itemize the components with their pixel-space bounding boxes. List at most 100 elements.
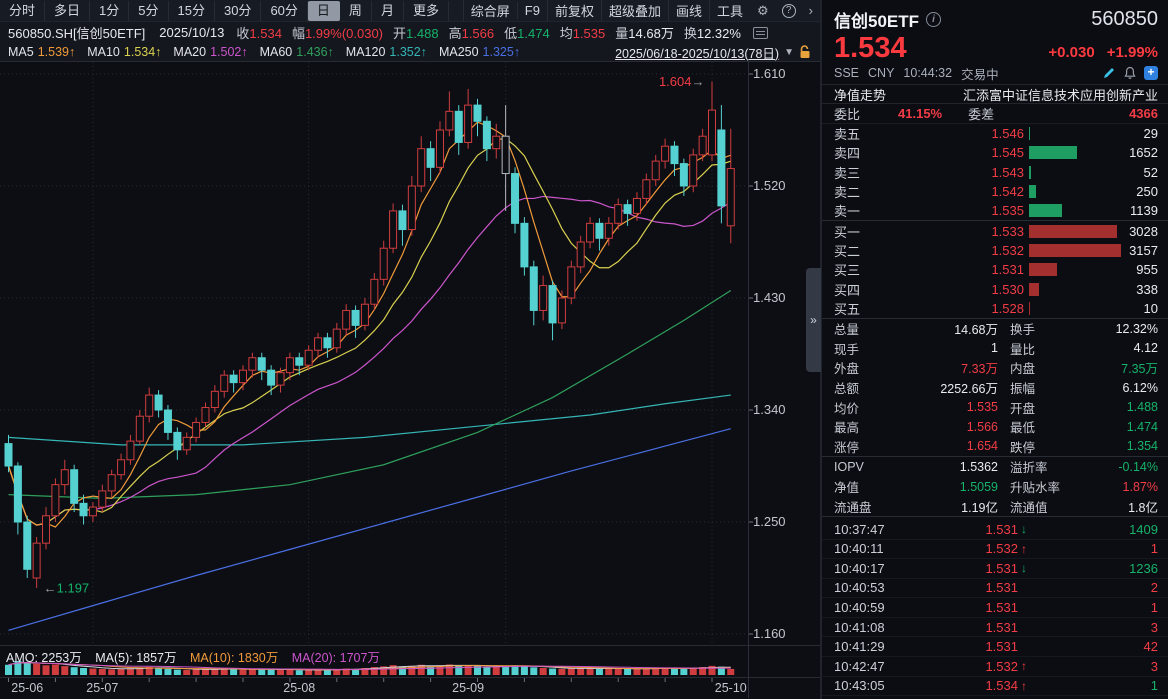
tab-60分[interactable]: 60分 bbox=[261, 0, 308, 21]
currency-label: CNY bbox=[868, 66, 895, 80]
ask-label: 卖一 bbox=[834, 204, 861, 220]
ma-ma10: MA10 1.534↑ bbox=[87, 45, 161, 59]
commission-ratio-row: 委比 41.15% 委差 4366 bbox=[822, 104, 1168, 124]
nav-trend-tab[interactable]: 净值走势 bbox=[834, 87, 887, 103]
ask-bar bbox=[1029, 146, 1077, 160]
ask-volume: 250 bbox=[1136, 184, 1158, 200]
date-range-label: 2025/06/18-2025/10/13(78日) bbox=[615, 46, 780, 61]
ask-row[interactable]: 卖一 1.535 1139 bbox=[822, 201, 1168, 220]
time-tick-label: 25-07 bbox=[86, 681, 119, 695]
amo-ma5: MA(5): 1857万 bbox=[95, 651, 177, 665]
bid-barzone: 10 bbox=[1029, 301, 1158, 316]
stat-label: IOPV bbox=[834, 459, 864, 474]
bid-barzone: 3028 bbox=[1029, 224, 1158, 239]
tick-price: 1.531 bbox=[985, 521, 1018, 537]
bid-row[interactable]: 买一 1.533 3028 bbox=[822, 221, 1168, 240]
tick-volume: 3 bbox=[1150, 619, 1158, 635]
stat-value: 1.5362 bbox=[959, 459, 998, 474]
tab-分时[interactable]: 分时 bbox=[0, 0, 46, 21]
settings-gear-icon[interactable]: ⚙ bbox=[757, 2, 769, 18]
tab-多日[interactable]: 多日 bbox=[45, 0, 91, 21]
bid-row[interactable]: 买五 1.528 10 bbox=[822, 299, 1168, 318]
field-value: 14.68万 bbox=[628, 26, 674, 41]
stat-label: 跌停 bbox=[1010, 440, 1036, 455]
toolbar-item-前复权[interactable]: 前复权 bbox=[546, 0, 601, 21]
toolbar-item-工具[interactable]: 工具 bbox=[708, 0, 750, 21]
tick-row: 10:41:08 1.531 3 bbox=[822, 618, 1168, 638]
last-price: 1.534 bbox=[834, 32, 907, 64]
ask-label: 卖二 bbox=[834, 185, 861, 201]
ma-value: 1.502↑ bbox=[210, 45, 248, 59]
field-换: 换12.32% bbox=[684, 23, 741, 42]
bid-bar bbox=[1029, 224, 1117, 238]
stat-label: 升贴水率 bbox=[1010, 481, 1061, 496]
bid-row[interactable]: 买二 1.532 3157 bbox=[822, 241, 1168, 260]
toolbar-item-综合屏[interactable]: 综合屏 bbox=[462, 0, 517, 21]
tick-price: 1.532 bbox=[985, 541, 1018, 557]
fund-name-link[interactable]: 汇添富中证信息技术应用创新产业 bbox=[962, 87, 1158, 103]
tab-5分[interactable]: 5分 bbox=[129, 0, 169, 21]
tab-1分[interactable]: 1分 bbox=[90, 0, 130, 21]
stat-value: 4.12 bbox=[1133, 341, 1158, 356]
symbol-label: 560850.SH[信创50ETF] bbox=[8, 26, 146, 41]
bid-row[interactable]: 买三 1.531 955 bbox=[822, 260, 1168, 279]
alert-bell-icon[interactable] bbox=[1123, 66, 1137, 80]
amo-volume-pane[interactable]: AMO: 2253万 MA(5): 1857万 MA(10): 1830万 MA… bbox=[0, 645, 820, 678]
tab-日[interactable]: 日 bbox=[307, 0, 340, 21]
add-to-watchlist-icon[interactable]: + bbox=[1144, 66, 1158, 80]
toolbar-item-画线[interactable]: 画线 bbox=[667, 0, 709, 21]
tick-time: 10:40:53 bbox=[834, 580, 885, 596]
tick-list[interactable]: 10:37:47 1.531 ↓ 1409 10:40:11 1.532 ↑ 1 10:40:1… bbox=[822, 517, 1168, 697]
candlestick-chart[interactable]: ←1.197 1.604→ 1.610 1.520 1.430 1.340 1.250 1.… bbox=[0, 62, 820, 645]
chevron-right-icon[interactable]: › bbox=[808, 3, 813, 18]
help-icon[interactable]: ? bbox=[781, 3, 796, 18]
edit-pencil-icon[interactable] bbox=[1102, 66, 1116, 80]
weibi-value: 41.15% bbox=[898, 106, 943, 121]
bid-price: 1.531 bbox=[991, 262, 1024, 278]
tick-price: 1.531 bbox=[985, 619, 1018, 635]
stat-label: 外盘 bbox=[834, 362, 860, 377]
field-value: 1.534 bbox=[249, 26, 282, 41]
tick-price: 1.531 bbox=[985, 560, 1018, 576]
tab-周[interactable]: 周 bbox=[340, 0, 372, 21]
stat-row: 均价 1.535 开盘 1.488 bbox=[822, 397, 1168, 417]
tab-更多[interactable]: 更多 bbox=[404, 0, 449, 21]
ask-row[interactable]: 卖三 1.543 52 bbox=[822, 163, 1168, 182]
info-icon[interactable]: i bbox=[926, 12, 942, 27]
bid-bar bbox=[1029, 301, 1030, 315]
ma-ma250: MA250 1.325↑ bbox=[439, 45, 520, 59]
ma-label: MA20 bbox=[173, 45, 207, 59]
field-label: 低 bbox=[504, 26, 518, 41]
stats-group-2: IOPV 1.5362 溢折率 -0.14% 净值 1.5059 升贴水率 1.87% 流通盘 1… bbox=[822, 457, 1168, 517]
ask-volume: 52 bbox=[1143, 164, 1158, 180]
tab-30分[interactable]: 30分 bbox=[215, 0, 262, 21]
stat-value: 1.19亿 bbox=[961, 500, 998, 515]
price-tick-label: 1.520 bbox=[753, 177, 786, 193]
tab-月[interactable]: 月 bbox=[372, 0, 404, 21]
kline-svg[interactable]: ←1.197 1.604→ bbox=[0, 62, 820, 645]
ask-row[interactable]: 卖四 1.545 1652 bbox=[822, 143, 1168, 162]
ask-row[interactable]: 卖五 1.546 29 bbox=[822, 124, 1168, 143]
up-arrow-icon: ↑ bbox=[1021, 659, 1027, 674]
field-均: 均1.535 bbox=[560, 23, 606, 42]
tick-time: 10:37:47 bbox=[834, 521, 885, 537]
stat-label: 均价 bbox=[834, 401, 860, 416]
ask-bar bbox=[1029, 165, 1031, 179]
field-value: 1.535 bbox=[572, 26, 606, 41]
tick-volume: 3 bbox=[1150, 658, 1158, 674]
ask-row[interactable]: 卖二 1.542 250 bbox=[822, 182, 1168, 201]
bid-row[interactable]: 买四 1.530 338 bbox=[822, 279, 1168, 298]
bid-barzone: 3157 bbox=[1029, 243, 1158, 258]
trade-date-label: 2025/10/13 bbox=[159, 25, 225, 40]
toolbar-item-F9[interactable]: F9 bbox=[516, 2, 547, 19]
bid-bar bbox=[1029, 282, 1039, 296]
toolbar-item-超级叠加[interactable]: 超级叠加 bbox=[600, 0, 668, 21]
date-range-selector[interactable]: 2025/06/18-2025/10/13(78日) ▼ bbox=[615, 43, 812, 62]
panel-collapse-handle[interactable]: » bbox=[806, 268, 821, 372]
amo-ma20: MA(20): 1707万 bbox=[291, 651, 380, 665]
unlock-icon[interactable] bbox=[799, 45, 812, 59]
keyboard-wizard-icon[interactable] bbox=[752, 26, 768, 39]
quote-time: 10:44:32 bbox=[903, 66, 953, 80]
tick-time: 10:41:29 bbox=[834, 639, 885, 655]
tab-15分[interactable]: 15分 bbox=[169, 0, 215, 21]
